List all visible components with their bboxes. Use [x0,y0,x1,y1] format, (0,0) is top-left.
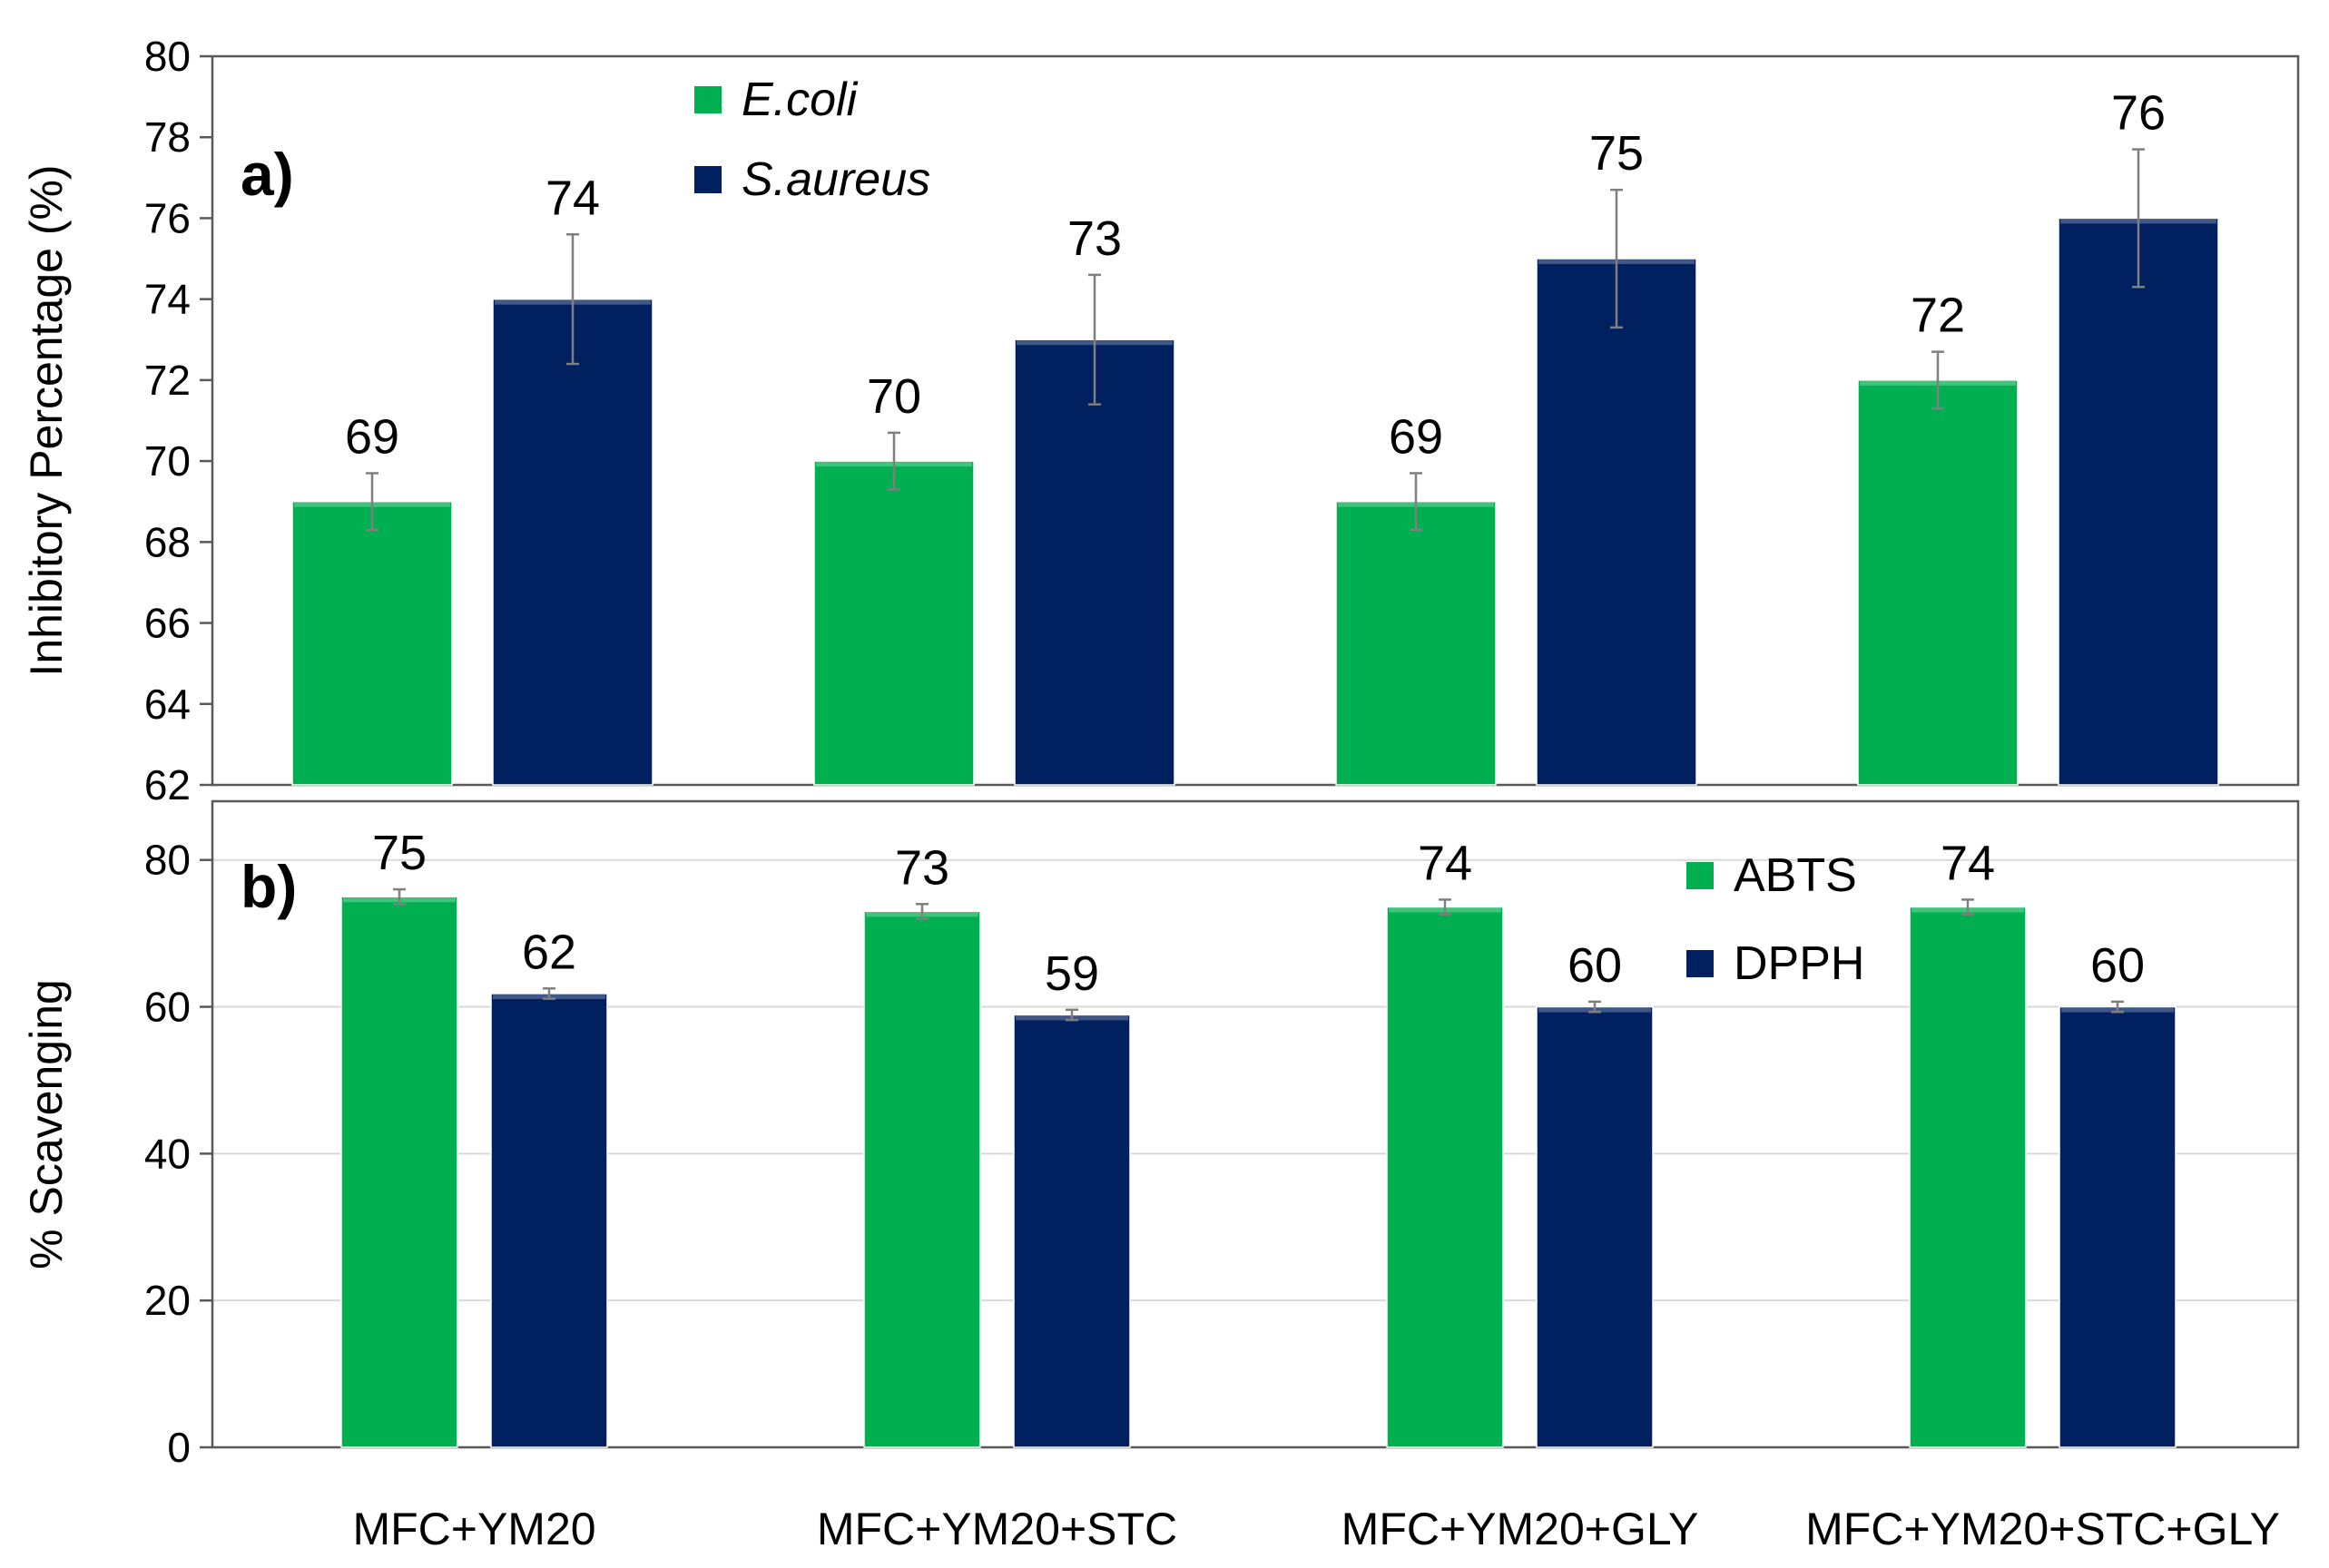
y-axis-label: Inhibitory Percentage (%) [21,164,72,676]
data-label-ecoli-2: 69 [1389,409,1443,464]
bar-abts-0 [340,896,458,1448]
bar-ecoli-1 [813,460,975,786]
y-axis-label: % Scavenging [21,979,72,1269]
x-category-label: MFC+YM20+GLY [1341,1504,1699,1554]
legend-label-saureus: S.aureus [742,153,930,206]
y-tick-label: 78 [144,113,191,161]
legend-swatch-saureus [694,166,722,193]
y-tick-label: 64 [144,681,191,728]
bar-ecoli-2 [1335,500,1497,786]
panel-label: b) [241,853,297,920]
bar-ecoli-0 [291,500,453,786]
data-label-saureus-0: 74 [545,171,600,225]
data-label-dpph-2: 60 [1567,938,1622,993]
y-tick-label: 40 [144,1130,191,1177]
bar-ecoli-3 [1857,379,2019,786]
x-category-label: MFC+YM20+STC+GLY [1805,1504,2280,1554]
legend-swatch-dpph [1686,950,1714,977]
bar-dpph-1 [1013,1014,1131,1448]
data-label-abts-1: 73 [895,840,949,895]
data-label-ecoli-1: 70 [867,369,921,424]
bar-saureus-1 [1014,338,1175,786]
y-tick-label: 80 [144,837,191,884]
legend-label-ecoli: E.coli [742,74,859,126]
data-label-saureus-3: 76 [2111,86,2166,141]
legend-swatch-abts [1686,862,1714,889]
y-tick-label: 76 [144,194,191,241]
data-label-abts-3: 74 [1941,836,1995,890]
y-tick-label: 74 [144,276,191,323]
bar-abts-2 [1386,906,1504,1448]
y-tick-label: 70 [144,437,191,485]
legend-swatch-ecoli [694,86,722,113]
bar-dpph-2 [1536,1005,1654,1448]
y-tick-label: 66 [144,600,191,647]
bar-saureus-0 [492,298,653,786]
panel-label: a) [241,141,294,208]
y-tick-label: 80 [144,33,191,80]
data-label-dpph-1: 59 [1045,946,1099,1001]
bar-abts-1 [863,910,981,1448]
bar-saureus-2 [1536,258,1697,786]
bar-dpph-3 [2059,1005,2177,1448]
bar-dpph-0 [490,993,608,1448]
data-label-abts-2: 74 [1418,836,1472,890]
y-tick-label: 62 [144,761,191,808]
data-label-dpph-0: 62 [522,925,576,979]
bar-abts-3 [1909,906,2027,1448]
x-category-label: MFC+YM20 [352,1504,595,1554]
data-label-saureus-1: 73 [1067,211,1122,266]
data-label-saureus-2: 75 [1589,126,1644,181]
data-label-ecoli-3: 72 [1911,289,1965,343]
y-tick-label: 20 [144,1277,191,1324]
legend-label-dpph: DPPH [1734,937,1864,990]
data-label-dpph-3: 60 [2090,938,2145,993]
y-tick-label: 72 [144,357,191,404]
data-label-ecoli-0: 69 [345,409,399,464]
y-tick-label: 68 [144,518,191,565]
x-category-label: MFC+YM20+STC [817,1504,1177,1554]
legend-label-abts: ABTS [1734,849,1857,902]
data-label-abts-0: 75 [372,826,427,880]
plot-frame-a [211,54,2300,787]
plot-frame-b [211,799,2300,1449]
y-tick-label: 0 [167,1424,191,1471]
bar-saureus-3 [2058,217,2219,786]
y-tick-label: 60 [144,984,191,1031]
